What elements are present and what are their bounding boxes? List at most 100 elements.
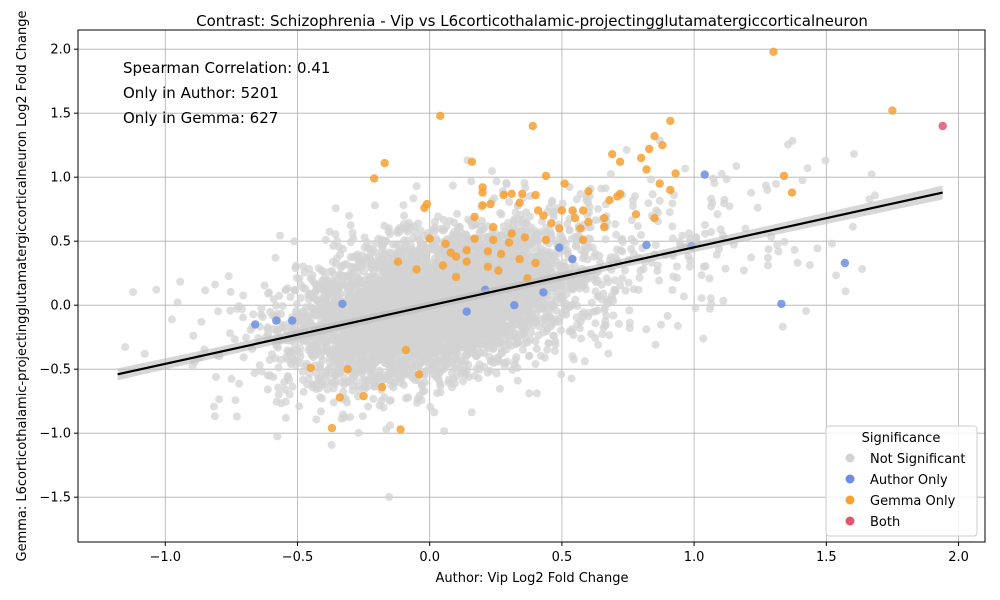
point-not-significant <box>167 315 176 324</box>
point-not-significant <box>556 326 565 335</box>
point-not-significant <box>709 174 718 183</box>
point-not-significant <box>264 289 273 298</box>
point-not-significant <box>541 263 549 272</box>
point-not-significant <box>285 376 294 385</box>
point-not-significant <box>260 281 269 290</box>
point-not-significant <box>435 358 444 367</box>
point-not-significant <box>295 274 304 283</box>
point-not-significant <box>606 170 615 179</box>
point-not-significant <box>412 182 421 191</box>
chart-title: Contrast: Schizophrenia - Vip vs L6corti… <box>196 12 868 30</box>
point-not-significant <box>604 349 613 358</box>
point-not-significant <box>495 384 504 393</box>
point-not-significant <box>152 285 161 294</box>
point-not-significant <box>611 220 620 229</box>
point-not-significant <box>385 396 394 405</box>
point-not-significant <box>283 346 292 355</box>
point-not-significant <box>697 294 706 303</box>
point-not-significant <box>555 314 564 322</box>
point-not-significant <box>526 335 535 344</box>
point-not-significant <box>512 333 521 342</box>
point-not-significant <box>440 427 449 436</box>
point-not-significant <box>459 377 468 386</box>
point-not-significant <box>414 234 423 242</box>
point-not-significant <box>436 379 445 388</box>
point-not-significant <box>274 363 283 372</box>
point-not-significant <box>290 286 299 294</box>
point-not-significant <box>328 257 337 266</box>
point-not-significant <box>832 271 841 280</box>
point-not-significant <box>580 357 589 366</box>
point-not-significant <box>642 325 651 334</box>
point-not-significant <box>129 288 138 297</box>
point-not-significant <box>774 247 783 256</box>
point-not-significant <box>772 180 780 188</box>
point-not-significant <box>230 335 239 344</box>
point-not-significant <box>753 203 762 212</box>
point-not-significant <box>634 285 643 294</box>
point-not-significant <box>668 286 677 294</box>
point-not-significant <box>549 331 558 340</box>
point-not-significant <box>490 194 499 203</box>
point-not-significant <box>226 329 234 338</box>
point-not-significant <box>572 313 581 322</box>
point-not-significant <box>417 396 426 405</box>
point-not-significant <box>211 280 220 289</box>
point-not-significant <box>295 402 304 411</box>
point-not-significant <box>622 145 631 154</box>
point-not-significant <box>609 311 618 320</box>
point-not-significant <box>350 252 359 261</box>
point-not-significant <box>697 271 706 280</box>
point-not-significant <box>317 394 326 403</box>
point-not-significant <box>557 281 566 290</box>
point-not-significant <box>426 402 435 411</box>
point-not-significant <box>404 393 413 402</box>
point-not-significant <box>330 370 339 379</box>
point-not-significant <box>532 344 541 353</box>
point-not-significant <box>291 340 299 349</box>
point-not-significant <box>618 274 627 283</box>
point-not-significant <box>535 322 544 331</box>
point-not-significant <box>299 387 308 396</box>
point-not-significant <box>588 243 597 252</box>
point-not-significant <box>614 319 623 328</box>
point-not-significant <box>324 365 333 374</box>
point-not-significant <box>581 285 590 294</box>
point-not-significant <box>717 169 726 178</box>
point-not-significant <box>627 235 636 243</box>
point-not-significant <box>648 190 657 199</box>
point-not-significant <box>258 313 267 321</box>
point-not-significant <box>257 304 266 313</box>
point-not-significant <box>673 321 682 330</box>
point-not-significant <box>210 412 219 421</box>
point-not-significant <box>569 355 578 364</box>
point-not-significant <box>850 150 858 158</box>
point-not-significant <box>508 365 517 374</box>
point-not-significant <box>239 353 248 362</box>
point-not-significant <box>226 306 235 315</box>
point-not-significant <box>292 261 300 270</box>
point-not-significant <box>121 343 130 351</box>
point-not-significant <box>355 386 364 394</box>
point-not-significant <box>304 316 313 325</box>
point-not-significant <box>577 334 586 343</box>
point-not-significant <box>477 226 485 235</box>
point-not-significant <box>678 231 687 240</box>
point-not-significant <box>348 228 357 237</box>
point-not-significant <box>568 234 576 243</box>
point-not-significant <box>699 262 708 271</box>
point-not-significant <box>790 245 799 254</box>
point-not-significant <box>635 273 644 282</box>
point-not-significant <box>416 226 425 235</box>
point-not-significant <box>331 230 340 239</box>
point-not-significant <box>655 276 664 285</box>
point-not-significant <box>793 258 802 267</box>
point-not-significant <box>394 229 402 237</box>
point-not-significant <box>281 385 290 394</box>
point-not-significant <box>527 328 536 337</box>
point-not-significant <box>565 226 574 235</box>
point-not-significant <box>525 389 534 398</box>
point-not-significant <box>348 386 357 395</box>
point-not-significant <box>272 301 281 310</box>
point-not-significant <box>492 177 501 186</box>
